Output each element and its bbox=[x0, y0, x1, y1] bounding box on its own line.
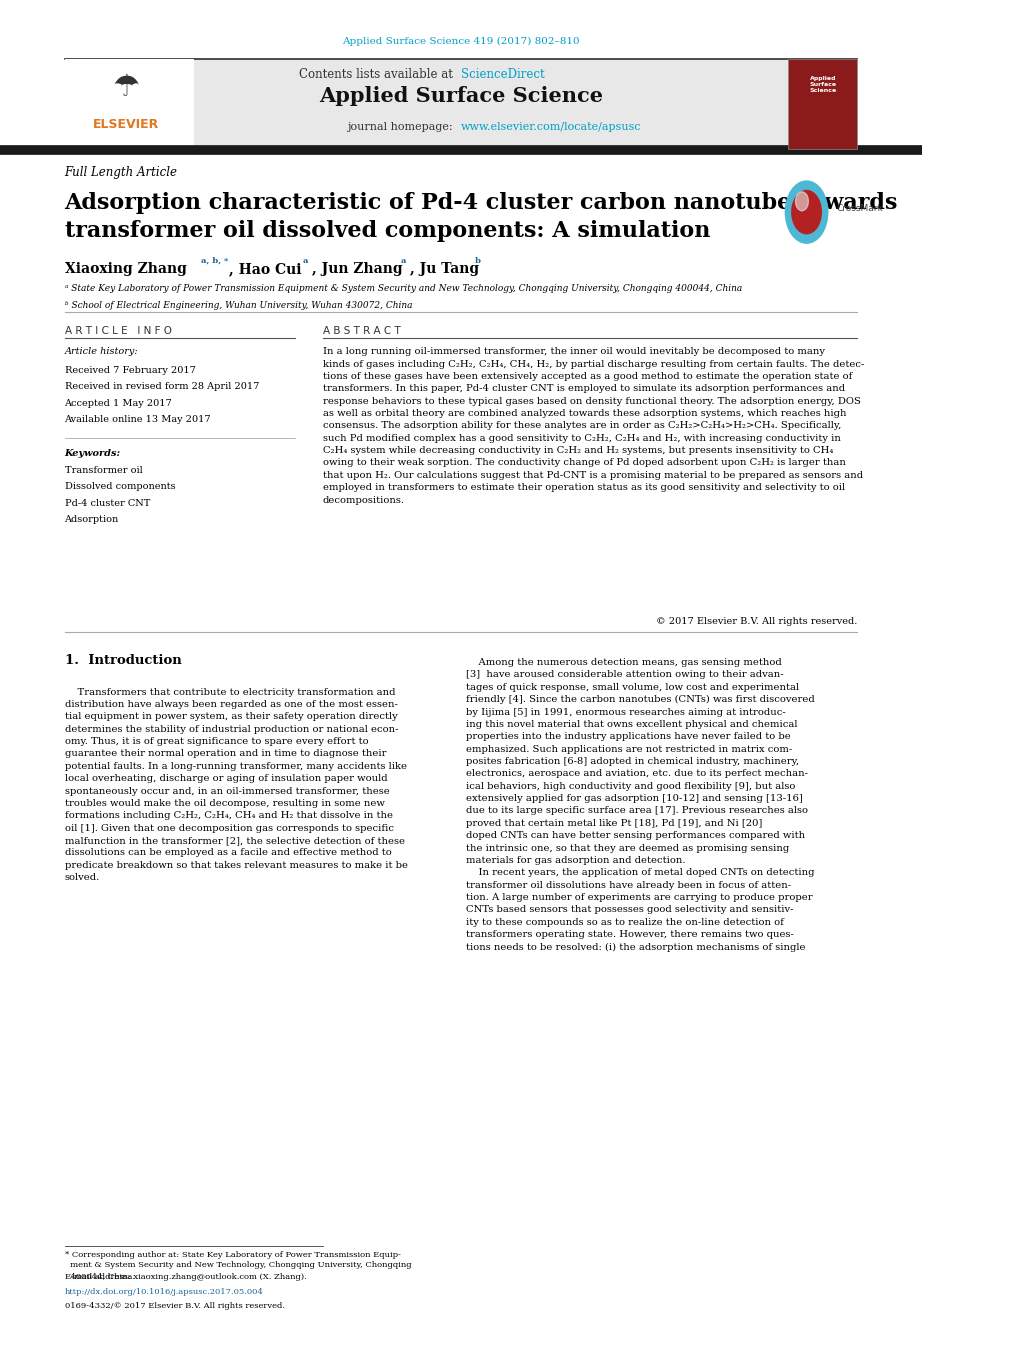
Text: Adsorption: Adsorption bbox=[64, 515, 118, 524]
Text: Applied
Surface
Science: Applied Surface Science bbox=[809, 76, 836, 93]
Text: Applied Surface Science: Applied Surface Science bbox=[319, 86, 602, 107]
Text: 1.  Introduction: 1. Introduction bbox=[64, 654, 181, 667]
Text: © 2017 Elsevier B.V. All rights reserved.: © 2017 Elsevier B.V. All rights reserved… bbox=[655, 617, 856, 627]
Text: Article history:: Article history: bbox=[64, 347, 138, 357]
Text: a, b, *: a, b, * bbox=[201, 257, 228, 265]
Text: * Corresponding author at: State Key Laboratory of Power Transmission Equip-
  m: * Corresponding author at: State Key Lab… bbox=[64, 1251, 411, 1279]
Text: A B S T R A C T: A B S T R A C T bbox=[322, 326, 400, 335]
Text: In a long running oil-immersed transformer, the inner oil would inevitably be de: In a long running oil-immersed transform… bbox=[322, 347, 863, 504]
FancyBboxPatch shape bbox=[64, 59, 856, 145]
Text: , Jun Zhang: , Jun Zhang bbox=[311, 262, 401, 276]
Text: Adsorption characteristic of Pd-4 cluster carbon nanotube towards
transformer oi: Adsorption characteristic of Pd-4 cluste… bbox=[64, 192, 897, 242]
Text: Received 7 February 2017: Received 7 February 2017 bbox=[64, 366, 196, 376]
Text: ScienceDirect: ScienceDirect bbox=[461, 68, 544, 81]
Text: a: a bbox=[400, 257, 407, 265]
Circle shape bbox=[785, 181, 827, 243]
Text: ELSEVIER: ELSEVIER bbox=[93, 118, 159, 131]
Text: a: a bbox=[302, 257, 308, 265]
Text: Transformer oil: Transformer oil bbox=[64, 466, 142, 476]
Circle shape bbox=[791, 190, 820, 234]
Text: E-mail address: xiaoxing.zhang@outlook.com (X. Zhang).: E-mail address: xiaoxing.zhang@outlook.c… bbox=[64, 1273, 306, 1281]
Text: Pd-4 cluster CNT: Pd-4 cluster CNT bbox=[64, 499, 150, 508]
Text: Received in revised form 28 April 2017: Received in revised form 28 April 2017 bbox=[64, 382, 259, 392]
Text: Among the numerous detection means, gas sensing method
[3]  have aroused conside: Among the numerous detection means, gas … bbox=[465, 658, 813, 951]
Text: www.elsevier.com/locate/apsusc: www.elsevier.com/locate/apsusc bbox=[461, 122, 641, 131]
Text: ᵃ State Key Laboratory of Power Transmission Equipment & System Security and New: ᵃ State Key Laboratory of Power Transmis… bbox=[64, 284, 741, 293]
Text: A R T I C L E   I N F O: A R T I C L E I N F O bbox=[64, 326, 171, 335]
Text: Applied Surface Science 419 (2017) 802–810: Applied Surface Science 419 (2017) 802–8… bbox=[341, 36, 579, 46]
Text: Xiaoxing Zhang: Xiaoxing Zhang bbox=[64, 262, 186, 276]
FancyBboxPatch shape bbox=[64, 59, 194, 145]
Text: Full Length Article: Full Length Article bbox=[64, 166, 177, 180]
Circle shape bbox=[795, 192, 808, 211]
Text: 0169-4332/© 2017 Elsevier B.V. All rights reserved.: 0169-4332/© 2017 Elsevier B.V. All right… bbox=[64, 1302, 284, 1310]
Text: Transformers that contribute to electricity transformation and
distribution have: Transformers that contribute to electric… bbox=[64, 688, 408, 882]
Text: b: b bbox=[474, 257, 480, 265]
Text: , Hao Cui: , Hao Cui bbox=[228, 262, 301, 276]
Text: Accepted 1 May 2017: Accepted 1 May 2017 bbox=[64, 399, 172, 408]
Text: ᵇ School of Electrical Engineering, Wuhan University, Wuhan 430072, China: ᵇ School of Electrical Engineering, Wuha… bbox=[64, 301, 412, 311]
Text: , Ju Tang: , Ju Tang bbox=[410, 262, 479, 276]
Text: Available online 13 May 2017: Available online 13 May 2017 bbox=[64, 415, 211, 424]
Text: http://dx.doi.org/10.1016/j.apsusc.2017.05.004: http://dx.doi.org/10.1016/j.apsusc.2017.… bbox=[64, 1288, 263, 1296]
FancyBboxPatch shape bbox=[788, 59, 856, 149]
Text: ☂: ☂ bbox=[112, 73, 140, 101]
Text: Contents lists available at: Contents lists available at bbox=[299, 68, 455, 81]
Text: Dissolved components: Dissolved components bbox=[64, 482, 175, 492]
Text: journal homepage:: journal homepage: bbox=[346, 122, 455, 131]
Text: CrossMark: CrossMark bbox=[836, 204, 882, 212]
Text: Keywords:: Keywords: bbox=[64, 449, 120, 458]
